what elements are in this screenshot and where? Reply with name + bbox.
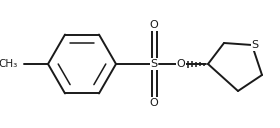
- Text: S: S: [150, 59, 158, 69]
- Text: S: S: [251, 40, 258, 50]
- Text: O: O: [150, 20, 158, 30]
- Text: O: O: [177, 59, 185, 69]
- Text: CH₃: CH₃: [0, 59, 18, 69]
- Text: O: O: [150, 98, 158, 108]
